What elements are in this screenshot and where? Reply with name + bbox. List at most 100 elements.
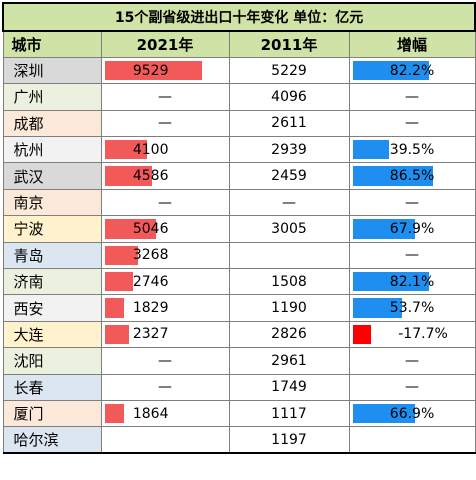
value-2011: 3005 [271, 220, 307, 237]
value-2021: 5046 [132, 220, 169, 237]
bar-2021 [104, 245, 138, 266]
value-growth: — [405, 194, 420, 211]
bar-2021 [104, 140, 147, 160]
table-row: 成都 — 2611 — [2, 109, 476, 138]
value-2011: 2611 [271, 115, 307, 132]
value-2011: 1197 [271, 431, 307, 448]
table-row: 厦门 1864 1117 66.9% [2, 399, 476, 428]
cell-city: 杭州 [2, 136, 102, 164]
table-row: 深圳 9529 5229 82.2% [2, 56, 476, 85]
cell-growth: — [348, 109, 476, 138]
value-growth: — [405, 379, 420, 396]
cell-growth: — [348, 373, 476, 401]
cell-2021: 4100 [100, 136, 230, 164]
cell-2021: 4586 [100, 162, 230, 190]
cell-2021: 2746 [100, 268, 230, 296]
cell-2011: 2939 [228, 136, 350, 164]
value-growth: -17.7% [398, 326, 448, 343]
cell-2021: — [100, 373, 230, 401]
title-row: 15个副省级进出口十年变化 单位：亿元 [1, 2, 476, 32]
cell-2011: — [228, 188, 350, 217]
value-2011: 1190 [271, 300, 307, 317]
value-2011: 4096 [271, 88, 307, 105]
cell-2021: 1829 [100, 294, 230, 322]
bar-2021 [104, 324, 129, 345]
value-2021: — [158, 352, 172, 369]
cell-2011 [228, 241, 350, 270]
cell-city: 深圳 [2, 56, 102, 85]
cell-2021: 1864 [100, 399, 230, 428]
cell-city: 济南 [2, 268, 102, 296]
value-2021: 1864 [132, 405, 169, 422]
value-growth: — [405, 115, 420, 132]
value-2021: 2327 [132, 326, 169, 343]
value-growth: 67.9% [389, 220, 435, 237]
cell-2021: — [100, 109, 230, 138]
cell-2021: — [100, 83, 230, 111]
bar-2021 [104, 219, 156, 239]
value-2021: 3268 [132, 247, 169, 264]
cell-city: 哈尔滨 [2, 426, 102, 455]
header-city: 城市 [2, 30, 102, 58]
cell-city: 大连 [2, 320, 102, 349]
cell-city: 成都 [2, 109, 102, 138]
cell-city: 沈阳 [2, 347, 102, 375]
value-growth: — [405, 352, 420, 369]
table-row: 宁波 5046 3005 67.9% [2, 215, 476, 243]
value-2021: — [158, 115, 172, 132]
cell-city: 宁波 [2, 215, 102, 243]
cell-2011: 5229 [228, 56, 350, 85]
table-row: 沈阳 — 2961 — [2, 347, 476, 375]
value-growth: 82.1% [389, 273, 435, 290]
data-table: 15个副省级进出口十年变化 单位：亿元 城市 2021年 2011年 增幅 深圳… [1, 2, 476, 455]
value-growth: — [405, 88, 420, 105]
value-growth: 82.2% [389, 62, 435, 79]
cell-growth: -17.7% [348, 320, 476, 349]
cell-growth: — [348, 347, 476, 375]
cell-2011: 1190 [228, 294, 350, 322]
value-growth: 53.7% [389, 300, 435, 317]
cell-growth: 86.5% [348, 162, 476, 190]
cell-2021 [100, 426, 230, 455]
cell-growth: 67.9% [348, 215, 476, 243]
value-2021: 9529 [132, 62, 169, 79]
cell-2011: 2826 [228, 320, 350, 349]
cell-growth: 82.2% [348, 56, 476, 85]
table-row: 广州 — 4096 — [2, 83, 476, 111]
bar-2021 [104, 272, 133, 292]
value-2011: 1117 [271, 405, 307, 422]
cell-2011: 4096 [228, 83, 350, 111]
cell-city: 武汉 [2, 162, 102, 190]
cell-growth: 66.9% [348, 399, 476, 428]
header-row: 城市 2021年 2011年 增幅 [2, 30, 476, 58]
cell-city: 长春 [2, 373, 102, 401]
value-2011: 2826 [271, 326, 307, 343]
cell-growth: 39.5% [348, 136, 476, 164]
cell-city: 厦门 [2, 399, 102, 428]
header-growth: 增幅 [348, 30, 476, 58]
value-2011: 5229 [271, 62, 307, 79]
value-2011: 2961 [271, 352, 307, 369]
header-2021: 2021年 [100, 30, 230, 58]
table-row: 大连 2327 2826 -17.7% [2, 320, 476, 349]
bar-2021 [104, 403, 124, 424]
bar-growth [352, 60, 429, 81]
cell-growth: — [348, 241, 476, 270]
table-row: 南京 — — — [2, 188, 476, 217]
cell-city: 青岛 [2, 241, 102, 270]
bar-growth [352, 272, 429, 292]
table-row: 哈尔滨 1197 [2, 426, 476, 455]
value-2021: — [158, 194, 172, 211]
value-2021: 1829 [132, 300, 169, 317]
value-growth: 66.9% [389, 405, 435, 422]
cell-2011: 2459 [228, 162, 350, 190]
bar-2021 [104, 166, 152, 186]
header-2011: 2011年 [228, 30, 350, 58]
cell-growth: 53.7% [348, 294, 476, 322]
bar-2021 [104, 60, 202, 81]
cell-2011: 1749 [228, 373, 350, 401]
cell-2011: 2961 [228, 347, 350, 375]
cell-2021: 2327 [100, 320, 230, 349]
cell-2021: 3268 [100, 241, 230, 270]
